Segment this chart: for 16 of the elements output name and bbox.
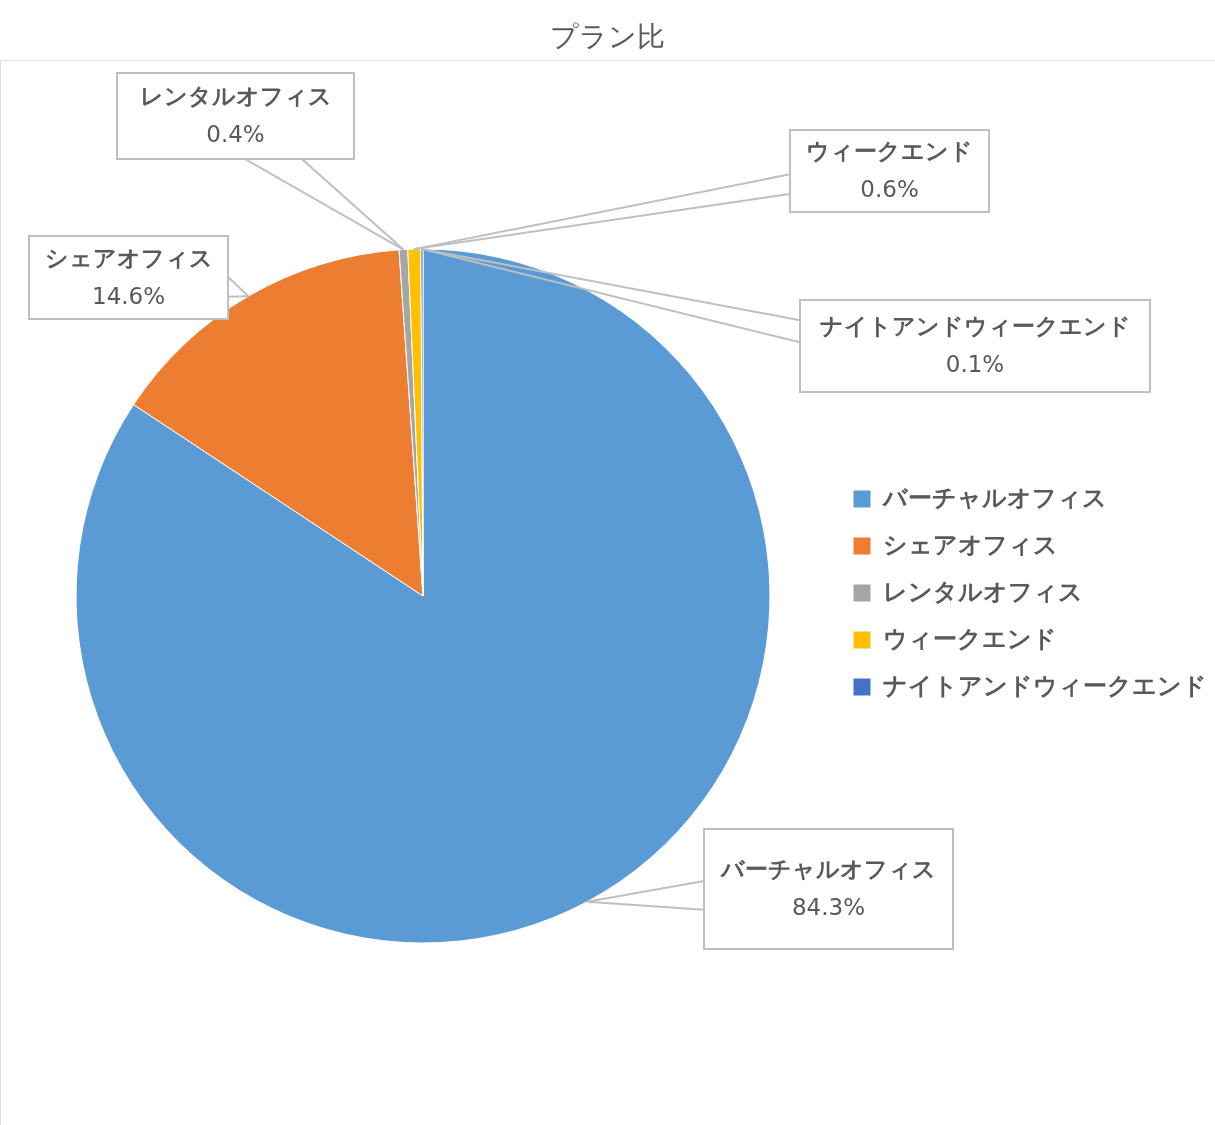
slice-label: レンタルオフィス <box>139 83 332 109</box>
slice-label: ウィークエンド <box>806 138 974 164</box>
data-label: 0.1% <box>945 351 1005 377</box>
legend-label: ウィークエンド <box>883 625 1057 653</box>
slice-label: シェアオフィス <box>44 244 213 271</box>
legend-label: バーチャルオフィス <box>881 484 1107 512</box>
chart-title: プラン比 <box>550 20 665 53</box>
slice-label: バーチャルオフィス <box>719 856 936 882</box>
legend-label: レンタルオフィス <box>883 578 1083 606</box>
data-label: 14.6% <box>91 282 166 309</box>
slice-label: ナイトアンドウィークエンド <box>819 313 1131 339</box>
legend-label: シェアオフィス <box>883 531 1058 559</box>
data-label: 0.6% <box>860 176 919 202</box>
legend-label: ナイトアンドウィークエンド <box>883 672 1207 700</box>
data-label: 84.3% <box>791 894 866 920</box>
data-label: 0.4% <box>206 121 265 147</box>
